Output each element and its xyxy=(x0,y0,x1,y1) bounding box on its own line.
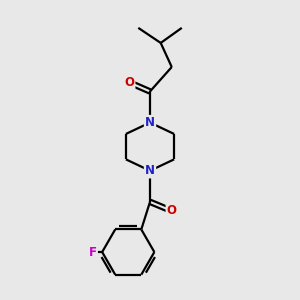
Text: N: N xyxy=(145,164,155,177)
Text: F: F xyxy=(89,246,97,259)
Text: O: O xyxy=(124,76,134,89)
Text: O: O xyxy=(167,204,177,218)
Text: N: N xyxy=(145,116,155,129)
